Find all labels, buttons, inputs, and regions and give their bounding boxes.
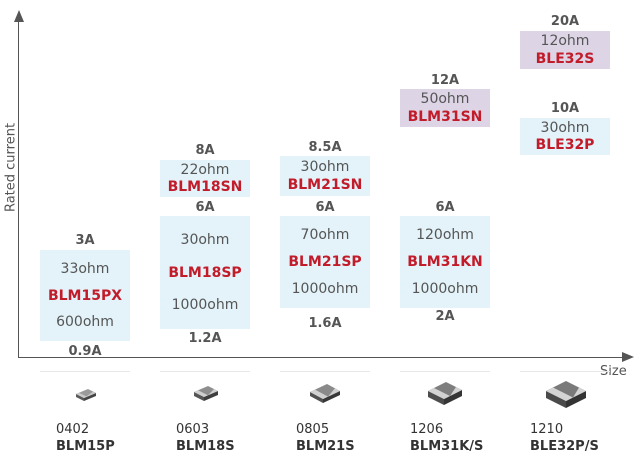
series-name: BLE32P/S bbox=[530, 439, 599, 454]
rating-box: 30ohm BLM18SP 1000ohm bbox=[160, 216, 250, 329]
current-label: 1.6A bbox=[308, 316, 342, 331]
divider bbox=[520, 371, 610, 372]
resistance-value: 70ohm bbox=[300, 227, 350, 243]
resistance-value: 600ohm bbox=[56, 314, 114, 331]
size-code: 0402 bbox=[56, 422, 90, 437]
resistance-value: 33ohm bbox=[60, 260, 110, 277]
divider bbox=[40, 371, 130, 372]
part-number: BLM31KN bbox=[407, 254, 483, 270]
resistance-value: 120ohm bbox=[416, 227, 474, 243]
divider bbox=[160, 371, 250, 372]
current-label: 1.2A bbox=[188, 331, 222, 346]
part-number: BLM18SP bbox=[168, 264, 242, 281]
current-label: 6A bbox=[435, 200, 455, 215]
rating-box: 30ohm BLE32P bbox=[520, 118, 610, 155]
resistance-value: 30ohm bbox=[300, 158, 350, 175]
resistance-value: 1000ohm bbox=[291, 281, 359, 297]
rating-box: 70ohm BLM21SP 1000ohm bbox=[280, 216, 370, 308]
rating-box: 22ohm BLM18SN bbox=[160, 160, 250, 197]
rating-box: 50ohm BLM31SN bbox=[400, 89, 490, 127]
size-code: 0603 bbox=[176, 422, 210, 437]
series-name: BLM15P bbox=[56, 439, 115, 454]
current-label: 8.5A bbox=[308, 140, 342, 155]
current-label: 0.9A bbox=[68, 344, 102, 359]
series-name: BLM21S bbox=[296, 439, 355, 454]
chip-0805-icon bbox=[310, 384, 340, 403]
x-axis-label: Size bbox=[600, 364, 627, 379]
y-axis-arrow-icon bbox=[14, 10, 24, 22]
y-axis bbox=[18, 22, 19, 358]
resistance-value: 50ohm bbox=[420, 91, 470, 107]
part-number: BLM21SP bbox=[288, 254, 362, 270]
current-label: 6A bbox=[315, 200, 335, 215]
x-axis bbox=[18, 357, 622, 358]
part-number: BLE32S bbox=[535, 51, 595, 67]
current-label: 2A bbox=[435, 309, 455, 324]
series-name: BLM31K/S bbox=[410, 439, 484, 454]
current-label: 6A bbox=[195, 200, 215, 215]
resistance-value: 22ohm bbox=[180, 161, 230, 178]
resistance-value: 12ohm bbox=[540, 33, 590, 49]
current-label: 8A bbox=[195, 143, 215, 158]
resistance-value: 1000ohm bbox=[171, 296, 239, 313]
resistance-value: 1000ohm bbox=[411, 281, 479, 297]
size-code: 1210 bbox=[530, 422, 564, 437]
divider bbox=[280, 371, 370, 372]
part-number: BLM15PX bbox=[47, 287, 123, 304]
part-number: BLE32P bbox=[535, 137, 595, 154]
part-number: BLM31SN bbox=[407, 109, 483, 125]
resistance-value: 30ohm bbox=[180, 232, 230, 249]
size-code: 0805 bbox=[296, 422, 330, 437]
rating-box: 30ohm BLM21SN bbox=[280, 156, 370, 196]
size-code: 1206 bbox=[410, 422, 444, 437]
current-label: 10A bbox=[550, 101, 580, 116]
divider bbox=[400, 371, 490, 372]
rating-box: 120ohm BLM31KN 1000ohm bbox=[400, 216, 490, 308]
chip-0603-icon bbox=[194, 386, 218, 401]
x-axis-arrow-icon bbox=[622, 352, 634, 362]
current-label: 20A bbox=[550, 14, 580, 29]
chip-1206-icon bbox=[428, 382, 462, 405]
chip-1210-icon bbox=[546, 381, 586, 408]
current-label: 3A bbox=[75, 233, 95, 248]
series-name: BLM18S bbox=[176, 439, 235, 454]
resistance-value: 30ohm bbox=[540, 119, 590, 136]
current-label: 12A bbox=[430, 73, 460, 88]
part-number: BLM18SN bbox=[167, 179, 243, 196]
chip-0402-icon bbox=[76, 389, 96, 401]
y-axis-label: Rated current bbox=[3, 122, 19, 213]
rating-box: 12ohm BLE32S bbox=[520, 31, 610, 69]
rating-box: 33ohm BLM15PX 600ohm bbox=[40, 250, 130, 341]
part-number: BLM21SN bbox=[287, 177, 363, 194]
